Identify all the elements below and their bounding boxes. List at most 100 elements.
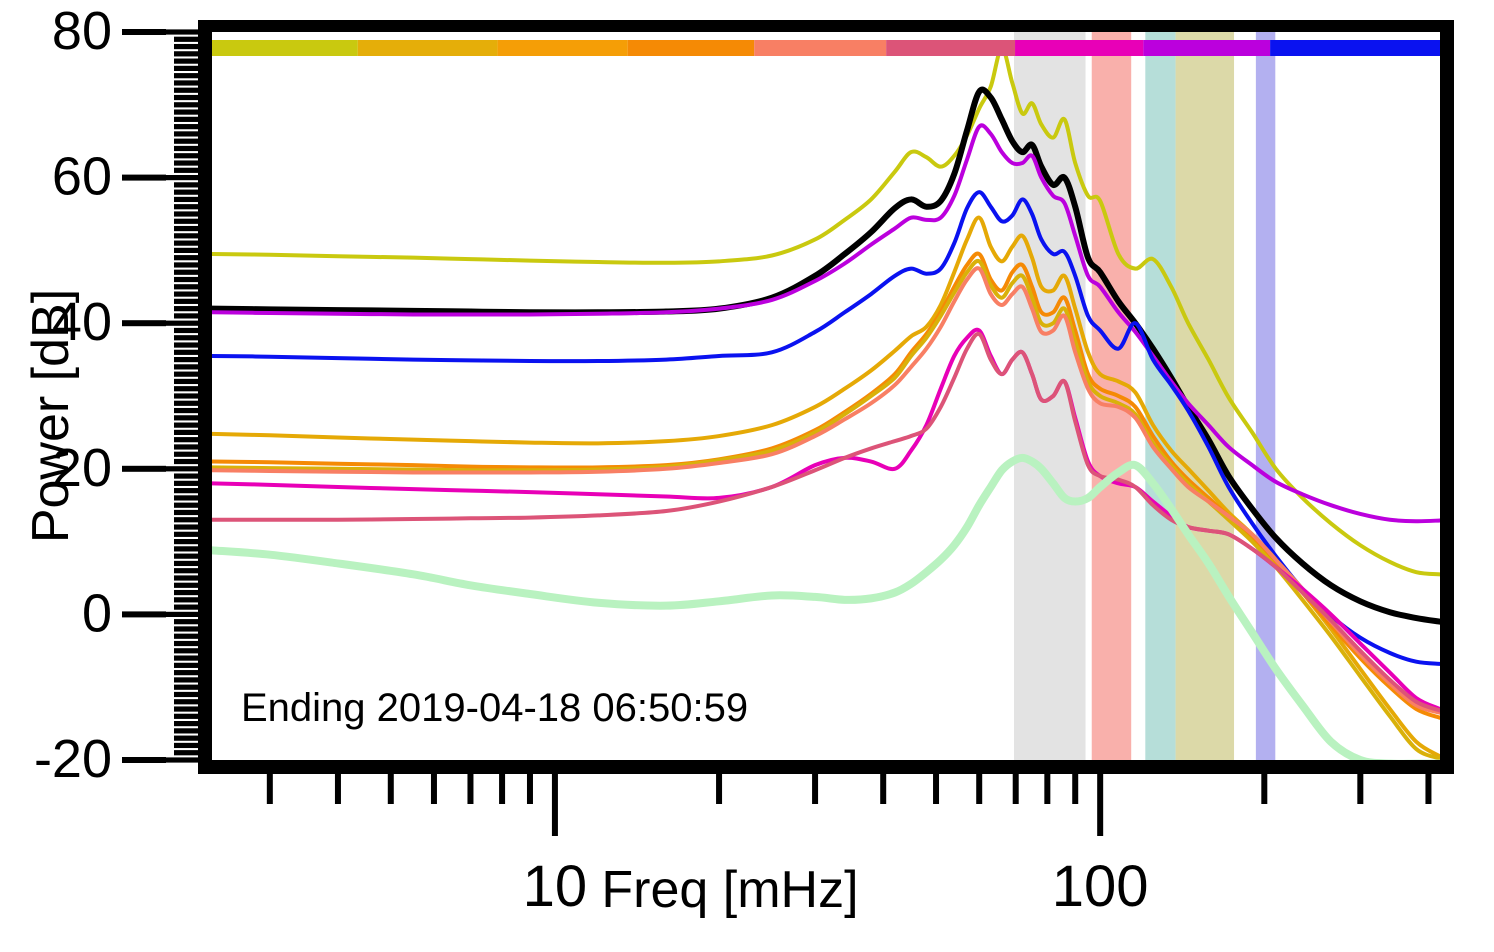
x-tick-minor bbox=[1261, 774, 1268, 804]
colorbar-segment-4 bbox=[754, 40, 887, 56]
y-tick-minor bbox=[174, 393, 198, 399]
y-tick-leader bbox=[122, 465, 166, 472]
y-tick-minor bbox=[174, 153, 198, 159]
y-tick-minor bbox=[174, 713, 198, 719]
band-violet bbox=[1255, 32, 1276, 760]
y-tick-minor bbox=[174, 742, 198, 749]
colorbar-segment-1 bbox=[357, 40, 498, 56]
x-tick-minor bbox=[812, 774, 819, 804]
y-tick-minor bbox=[174, 502, 198, 508]
trace-magenta-high bbox=[212, 123, 1440, 524]
y-tick-minor bbox=[174, 298, 198, 304]
y-tick-minor bbox=[174, 451, 198, 457]
x-tick-minor bbox=[467, 774, 474, 804]
y-tick-minor bbox=[174, 167, 198, 173]
y-tick-minor bbox=[174, 116, 198, 122]
colorbar-segment-3 bbox=[627, 40, 755, 56]
y-tick-minor bbox=[174, 458, 198, 465]
y-tick-minor bbox=[174, 575, 198, 581]
y-tick-leader bbox=[122, 320, 166, 327]
y-tick-minor bbox=[174, 626, 198, 632]
y-tick-minor bbox=[174, 597, 198, 603]
y-tick-minor bbox=[174, 415, 198, 421]
y-tick-minor bbox=[174, 182, 198, 188]
x-tick-major bbox=[551, 774, 558, 836]
x-tick-minor bbox=[334, 774, 341, 804]
x-tick-minor bbox=[1044, 774, 1051, 804]
band-khaki bbox=[1175, 32, 1235, 760]
y-tick-minor bbox=[174, 531, 198, 537]
y-tick-minor bbox=[174, 568, 198, 574]
colorbar-segment-2 bbox=[497, 40, 628, 56]
y-tick-minor bbox=[174, 750, 198, 756]
y-tick-minor bbox=[174, 225, 198, 232]
y-tick-minor bbox=[174, 444, 198, 450]
y-tick-minor bbox=[174, 429, 198, 435]
y-tick-minor bbox=[174, 327, 198, 334]
y-tick-label: 0 bbox=[82, 583, 112, 643]
y-tick-minor bbox=[174, 560, 198, 567]
y-tick-label: 60 bbox=[52, 147, 112, 207]
y-tick-minor bbox=[174, 407, 198, 414]
x-tick-minor bbox=[1425, 774, 1432, 804]
y-tick-minor bbox=[174, 43, 198, 50]
y-tick-leader bbox=[122, 611, 166, 618]
y-tick-label: ‑20 bbox=[34, 729, 112, 789]
y-tick-minor bbox=[174, 291, 198, 297]
trace-yellow-high bbox=[212, 46, 1440, 577]
y-tick-minor bbox=[174, 189, 198, 195]
y-tick-minor bbox=[174, 196, 198, 203]
y-tick-minor bbox=[174, 87, 198, 93]
y-tick-minor bbox=[174, 706, 198, 712]
colorbar-segment-0 bbox=[212, 40, 358, 56]
axis-frame-bottom bbox=[198, 760, 1454, 774]
y-tick-minor bbox=[174, 655, 198, 661]
x-tick-label: 10 bbox=[523, 854, 588, 919]
y-tick-minor bbox=[174, 160, 198, 166]
y-tick-minor bbox=[174, 640, 198, 647]
band-gray bbox=[1014, 32, 1086, 760]
y-tick-label: 40 bbox=[52, 292, 112, 352]
y-tick-minor bbox=[174, 524, 198, 530]
x-tick-minor bbox=[387, 774, 394, 804]
y-tick-minor bbox=[174, 124, 198, 130]
y-tick-label: 80 bbox=[52, 1, 112, 61]
x-tick-minor bbox=[880, 774, 887, 804]
y-tick-minor bbox=[174, 699, 198, 705]
y-tick-minor bbox=[174, 619, 198, 625]
x-tick-minor bbox=[1072, 774, 1079, 804]
y-tick-major bbox=[164, 29, 198, 35]
y-tick-minor bbox=[174, 488, 198, 494]
y-tick-minor bbox=[174, 728, 198, 734]
x-tick-minor bbox=[526, 774, 533, 804]
series-group bbox=[212, 46, 1440, 760]
y-tick-minor bbox=[174, 473, 198, 479]
x-tick-minor bbox=[1012, 774, 1019, 804]
y-tick-major bbox=[164, 320, 198, 326]
y-tick-minor bbox=[174, 335, 198, 341]
colorbar-segment-7 bbox=[1143, 40, 1271, 56]
x-tick-minor bbox=[716, 774, 723, 804]
y-tick-minor bbox=[174, 247, 198, 253]
plot-background bbox=[212, 32, 1440, 760]
band-teal bbox=[1145, 32, 1176, 760]
y-tick-minor bbox=[174, 546, 198, 552]
y-tick-minor bbox=[174, 648, 198, 654]
y-tick-minor bbox=[174, 211, 198, 217]
x-tick-major bbox=[1097, 774, 1104, 836]
axis-frame-left bbox=[198, 20, 212, 774]
x-tick-minor bbox=[976, 774, 983, 804]
y-tick-minor bbox=[174, 138, 198, 144]
y-tick-minor bbox=[174, 65, 198, 71]
y-tick-minor bbox=[174, 437, 198, 443]
axis-frame-top bbox=[198, 20, 1454, 32]
y-tick-minor bbox=[174, 80, 198, 86]
y-tick-minor bbox=[174, 378, 198, 385]
y-tick-minor bbox=[174, 582, 198, 588]
y-tick-minor bbox=[174, 721, 198, 727]
y-tick-minor bbox=[174, 36, 198, 42]
y-tick-minor bbox=[174, 400, 198, 406]
y-tick-minor bbox=[174, 670, 198, 676]
